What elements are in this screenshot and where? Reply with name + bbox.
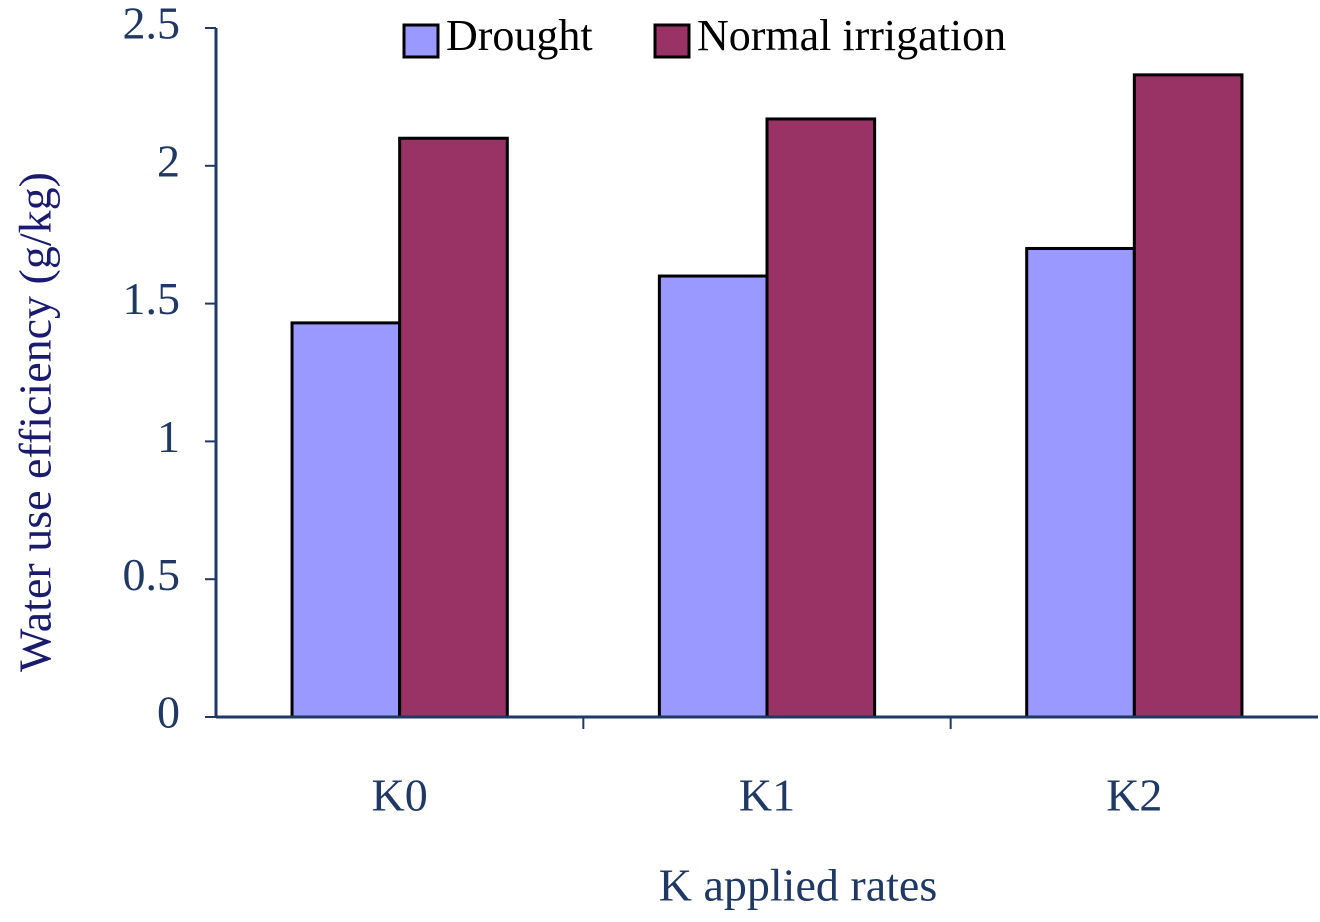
y-axis-label: Water use efficiency (g/kg) (10, 172, 61, 672)
bar (398, 136, 509, 719)
y-tick-label: 0.5 (123, 549, 181, 600)
legend-label: Normal irrigation (697, 11, 1006, 60)
bar (290, 321, 402, 719)
bar (1025, 246, 1136, 719)
y-tick-label: 0 (157, 687, 180, 738)
x-tick-label: K1 (739, 770, 795, 821)
y-tick-label: 1 (157, 411, 180, 462)
x-tick-label: K0 (372, 770, 428, 821)
legend-label: Drought (446, 11, 593, 60)
bar (657, 274, 769, 719)
bar (1132, 73, 1244, 719)
bar (765, 117, 877, 719)
y-tick-label: 1.5 (123, 273, 181, 324)
x-axis-label: K applied rates (659, 860, 937, 911)
y-tick-label: 2 (157, 135, 180, 186)
legend-swatch (402, 23, 440, 59)
legend-swatch (653, 23, 691, 59)
x-tick-label: K2 (1106, 770, 1162, 821)
y-tick-label: 2.5 (123, 0, 181, 49)
